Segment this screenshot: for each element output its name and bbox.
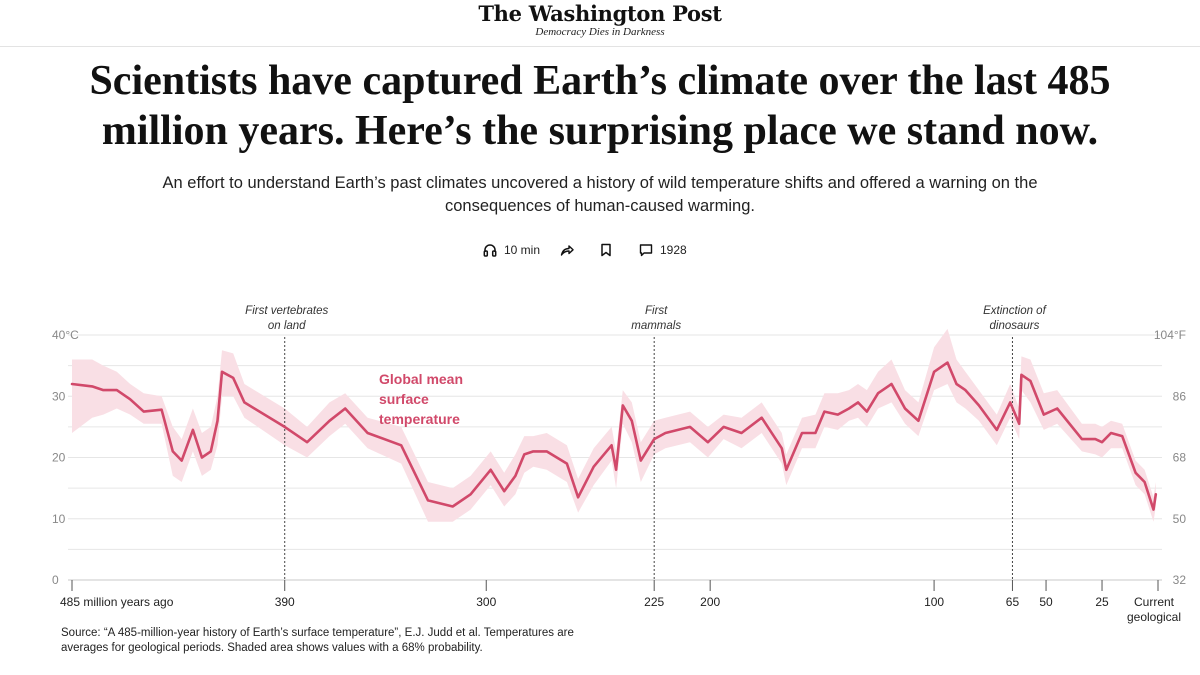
annotations: First vertebrates on land First mammals Exti…	[245, 305, 1048, 580]
temperature-line	[70, 361, 1158, 511]
y-tick-label-celsius: 20	[52, 451, 66, 465]
series-label-line: temperature	[379, 411, 460, 427]
x-tick-label: 300	[476, 595, 496, 609]
x-tick-label: Current	[1134, 595, 1175, 609]
y-tick-label-celsius: 0	[52, 573, 59, 587]
annotation-label: dinosaurs	[990, 320, 1040, 332]
x-tick-label: 65	[1006, 595, 1020, 609]
annotation-label: First vertebrates	[245, 305, 328, 317]
x-tick-label: 225	[644, 595, 664, 609]
tagline: Democracy Dies in Darkness	[535, 26, 665, 38]
share-button[interactable]	[560, 240, 574, 260]
headphones-icon	[483, 244, 497, 257]
listen-duration: 10 min	[504, 243, 541, 257]
annotation-label: First	[645, 305, 668, 317]
y-tick-label-fahrenheit: 68	[1173, 451, 1187, 465]
y-tick-label-celsius: 30	[52, 389, 66, 403]
series-label: Global mean surface temperature	[379, 371, 463, 427]
x-tick-label: 485 million years ago	[60, 595, 174, 609]
x-tick-label: 25	[1095, 595, 1109, 609]
temperature-chart: First vertebrates on land First mammals Exti…	[52, 305, 1187, 624]
confidence-band-layer	[72, 328, 1156, 522]
annotation-label: Extinction of	[983, 305, 1047, 317]
x-tick-label: 390	[275, 595, 295, 609]
site-logo[interactable]: The Washington Post	[478, 1, 722, 26]
y-tick-label-celsius: 10	[52, 512, 66, 526]
annotation-label: on land	[268, 320, 306, 332]
y-tick-label-fahrenheit: 50	[1173, 512, 1187, 526]
x-tick-label: geological	[1127, 610, 1181, 624]
listen-button[interactable]: 10 min	[483, 240, 540, 260]
masthead: The Washington Post Democracy Dies in Da…	[0, 0, 1200, 47]
bookmark-icon	[601, 243, 611, 257]
y-tick-label-fahrenheit: 86	[1173, 389, 1187, 403]
x-tick-label: 200	[700, 595, 720, 609]
comment-icon	[639, 244, 653, 257]
save-button[interactable]	[600, 240, 612, 260]
comment-count: 1928	[660, 243, 687, 257]
share-icon	[560, 245, 574, 256]
confidence-band	[72, 328, 1156, 522]
annotation-label: mammals	[631, 320, 681, 332]
x-tick-label: 50	[1039, 595, 1053, 609]
comments-button[interactable]: 1928	[639, 240, 687, 260]
x-tick-label: 100	[924, 595, 944, 609]
series-label-line: surface	[379, 391, 429, 407]
dek: An effort to understand Earth’s past cli…	[162, 174, 1038, 215]
article-actions: 10 min 1928	[0, 240, 1200, 260]
headline: Scientists have captured Earth’s climate…	[89, 58, 1111, 154]
y-tick-label-fahrenheit: 32	[1173, 573, 1187, 587]
y-tick-label-celsius: 40°C	[52, 328, 79, 342]
source-note: Source: “A 485-million-year history of E…	[61, 627, 574, 654]
y-tick-label-fahrenheit: 104°F	[1154, 328, 1186, 342]
series-label-line: Global mean	[379, 371, 463, 387]
series-layer	[70, 361, 1158, 511]
